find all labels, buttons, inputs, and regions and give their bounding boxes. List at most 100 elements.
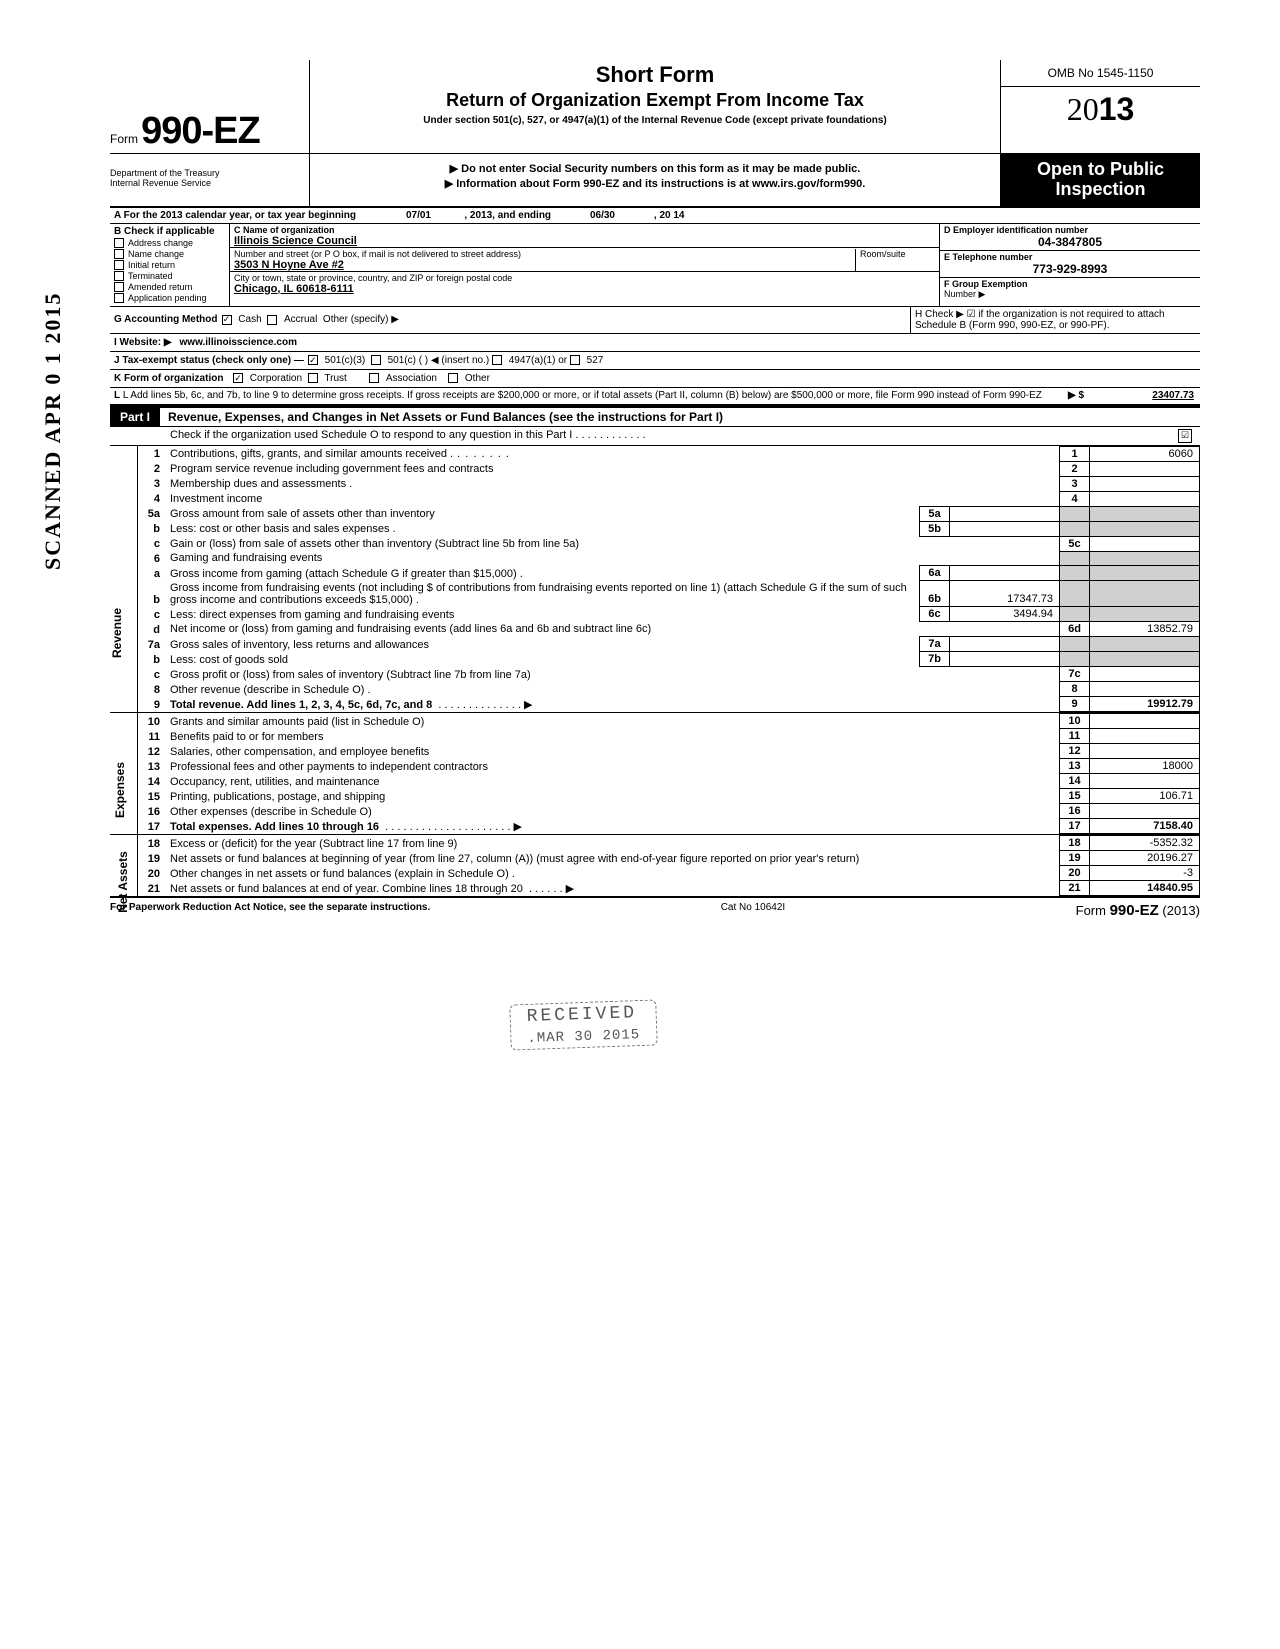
col-b-header: B Check if applicable: [114, 226, 225, 237]
line4-val: [1090, 491, 1200, 506]
lbl-address-change: Address change: [128, 238, 193, 248]
chk-address-change[interactable]: Address change: [114, 238, 225, 248]
line-g-label: G Accounting Method: [110, 312, 222, 327]
line10-val: [1090, 714, 1200, 729]
footer-left: For Paperwork Reduction Act Notice, see …: [110, 902, 430, 919]
revenue-side-label: Revenue: [110, 446, 138, 713]
expenses-label: Expenses: [113, 762, 127, 818]
line13-val: 18000: [1090, 759, 1200, 774]
line6a-text: Gross income from gaming (attach Schedul…: [170, 568, 523, 580]
line6d-val: 13852.79: [1090, 622, 1200, 637]
line-k-label: K Form of organization: [110, 371, 227, 386]
chk-initial-return[interactable]: Initial return: [114, 260, 225, 270]
chk-trust[interactable]: [308, 373, 318, 383]
line7b-val: [950, 652, 1060, 667]
revenue-section: Revenue 1Contributions, gifts, grants, a…: [110, 446, 1200, 714]
col-c: C Name of organization Illinois Science …: [230, 224, 940, 306]
footer-form-pre: Form: [1076, 903, 1110, 918]
line19-text: Net assets or fund balances at beginning…: [170, 853, 859, 865]
line11-val: [1090, 729, 1200, 744]
form-number-cell: Form 990-EZ: [110, 60, 310, 153]
line18-val: -5352.32: [1090, 836, 1200, 851]
instructions-cell: ▶ Do not enter Social Security numbers o…: [310, 154, 1000, 206]
line5b-text: Less: cost or other basis and sales expe…: [170, 523, 396, 535]
city-row: City or town, state or province, country…: [230, 272, 939, 295]
line7c-val: [1090, 667, 1200, 682]
lbl-name-change: Name change: [128, 249, 184, 259]
chk-accrual[interactable]: [267, 315, 277, 325]
line6c-val: 3494.94: [950, 607, 1060, 622]
room-suite: Room/suite: [855, 249, 935, 271]
line1-text: Contributions, gifts, grants, and simila…: [170, 448, 453, 460]
line15-val: 106.71: [1090, 789, 1200, 804]
line-h: H Check ▶ ☑ if the organization is not r…: [910, 307, 1200, 333]
omb-number: OMB No 1545-1150: [1001, 60, 1200, 87]
part1-header: Part I Revenue, Expenses, and Changes in…: [110, 406, 1200, 427]
group-exemption-number: Number ▶: [944, 289, 985, 299]
col-def: D Employer identification number 04-3847…: [940, 224, 1200, 306]
row-a-mid: , 2013, and ending: [464, 210, 551, 221]
line20-val: -3: [1090, 866, 1200, 881]
group-exemption-row: F Group Exemption Number ▶: [940, 278, 1200, 301]
chk-527[interactable]: [570, 355, 580, 365]
schedule-o-text: Check if the organization used Schedule …: [170, 429, 646, 443]
footer-form-year: (2013): [1159, 903, 1200, 918]
title-cell: Short Form Return of Organization Exempt…: [310, 60, 1000, 153]
line-l-text: L L Add lines 5b, 6c, and 7b, to line 9 …: [110, 388, 1062, 403]
line2-val: [1090, 461, 1200, 476]
scanned-stamp: SCANNED APR 0 1 2015: [40, 292, 66, 570]
chk-corporation[interactable]: ✓: [233, 373, 243, 383]
chk-app-pending[interactable]: Application pending: [114, 293, 225, 303]
lbl-corporation: Corporation: [250, 373, 302, 384]
line6b-text: Gross income from fundraising events (no…: [170, 582, 907, 606]
chk-other-org[interactable]: [448, 373, 458, 383]
line5a-text: Gross amount from sale of assets other t…: [170, 508, 435, 520]
ein-label: D Employer identification number: [944, 225, 1088, 235]
lbl-accrual: Accrual: [284, 314, 317, 325]
line5c-text: Gain or (loss) from sale of assets other…: [170, 538, 579, 550]
row-a: A For the 2013 calendar year, or tax yea…: [110, 208, 1200, 224]
line-l-value: 23407.73: [1090, 390, 1200, 401]
col-b: B Check if applicable Address change Nam…: [110, 224, 230, 306]
net-assets-table: 18Excess or (deficit) for the year (Subt…: [138, 835, 1200, 896]
year-prefix: 20: [1067, 91, 1099, 127]
line3-text: Membership dues and assessments .: [170, 478, 352, 490]
tel-label: E Telephone number: [944, 252, 1032, 262]
received-text: RECEIVED: [526, 1003, 639, 1027]
line6d-text: Net income or (loss) from gaming and fun…: [170, 623, 651, 635]
chk-terminated[interactable]: Terminated: [114, 271, 225, 281]
line5a-val: [950, 506, 1060, 521]
chk-501c3[interactable]: ✓: [308, 355, 318, 365]
chk-amended[interactable]: Amended return: [114, 282, 225, 292]
ein-row: D Employer identification number 04-3847…: [940, 224, 1200, 251]
lbl-amended: Amended return: [128, 282, 193, 292]
org-name: Illinois Science Council: [234, 235, 357, 247]
chk-4947[interactable]: [492, 355, 502, 365]
line20-text: Other changes in net assets or fund bala…: [170, 868, 515, 880]
chk-schedule-o[interactable]: ☑: [1178, 429, 1192, 443]
line6a-val: [950, 566, 1060, 581]
line7b-text: Less: cost of goods sold: [170, 654, 288, 666]
chk-501c[interactable]: [371, 355, 381, 365]
row-a-label: A For the 2013 calendar year, or tax yea…: [114, 210, 356, 221]
lbl-other-org: Other: [465, 373, 490, 384]
chk-name-change[interactable]: Name change: [114, 249, 225, 259]
dept-cell: Department of the Treasury Internal Reve…: [110, 154, 310, 206]
line-l: L L Add lines 5b, 6c, and 7b, to line 9 …: [110, 388, 1200, 406]
row-a-tail: , 20 14: [654, 210, 685, 221]
expenses-section: Expenses 10Grants and similar amounts pa…: [110, 713, 1200, 835]
tax-year-begin: 07/01: [406, 210, 431, 221]
line-i: I Website: ▶ www.illinoisscience.com: [110, 334, 1200, 352]
line-k: K Form of organization ✓ Corporation Tru…: [110, 370, 1200, 388]
line8-val: [1090, 682, 1200, 697]
chk-association[interactable]: [369, 373, 379, 383]
chk-cash[interactable]: ✓: [222, 315, 232, 325]
street-address: 3503 N Hoyne Ave #2: [234, 259, 344, 271]
line-j-label: J Tax-exempt status (check only one) —: [110, 353, 308, 368]
part1-tag: Part I: [110, 408, 160, 426]
lbl-527: 527: [587, 355, 604, 366]
schedule-o-check-row: Check if the organization used Schedule …: [110, 427, 1200, 446]
part1-title: Revenue, Expenses, and Changes in Net As…: [160, 410, 723, 424]
line16-val: [1090, 804, 1200, 819]
footer: For Paperwork Reduction Act Notice, see …: [110, 896, 1200, 919]
